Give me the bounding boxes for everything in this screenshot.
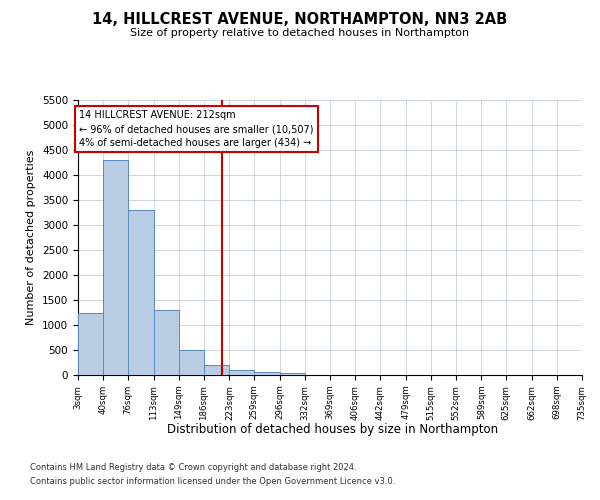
Text: Size of property relative to detached houses in Northampton: Size of property relative to detached ho… (130, 28, 470, 38)
Bar (128, 210, 154, 375)
Bar (103, 160, 128, 375)
Text: Distribution of detached houses by size in Northampton: Distribution of detached houses by size … (167, 422, 499, 436)
Bar (179, 350, 204, 375)
Text: 14 HILLCREST AVENUE: 212sqm
← 96% of detached houses are smaller (10,507)
4% of : 14 HILLCREST AVENUE: 212sqm ← 96% of det… (79, 110, 314, 148)
Bar (78, 312, 103, 375)
Bar (154, 310, 179, 375)
Y-axis label: Number of detached properties: Number of detached properties (26, 150, 37, 325)
Bar (229, 370, 254, 375)
Text: Contains public sector information licensed under the Open Government Licence v3: Contains public sector information licen… (30, 477, 395, 486)
Bar (204, 365, 229, 375)
Text: Contains HM Land Registry data © Crown copyright and database right 2024.: Contains HM Land Registry data © Crown c… (30, 464, 356, 472)
Bar (280, 372, 305, 375)
Bar (254, 372, 280, 375)
Text: 14, HILLCREST AVENUE, NORTHAMPTON, NN3 2AB: 14, HILLCREST AVENUE, NORTHAMPTON, NN3 2… (92, 12, 508, 28)
